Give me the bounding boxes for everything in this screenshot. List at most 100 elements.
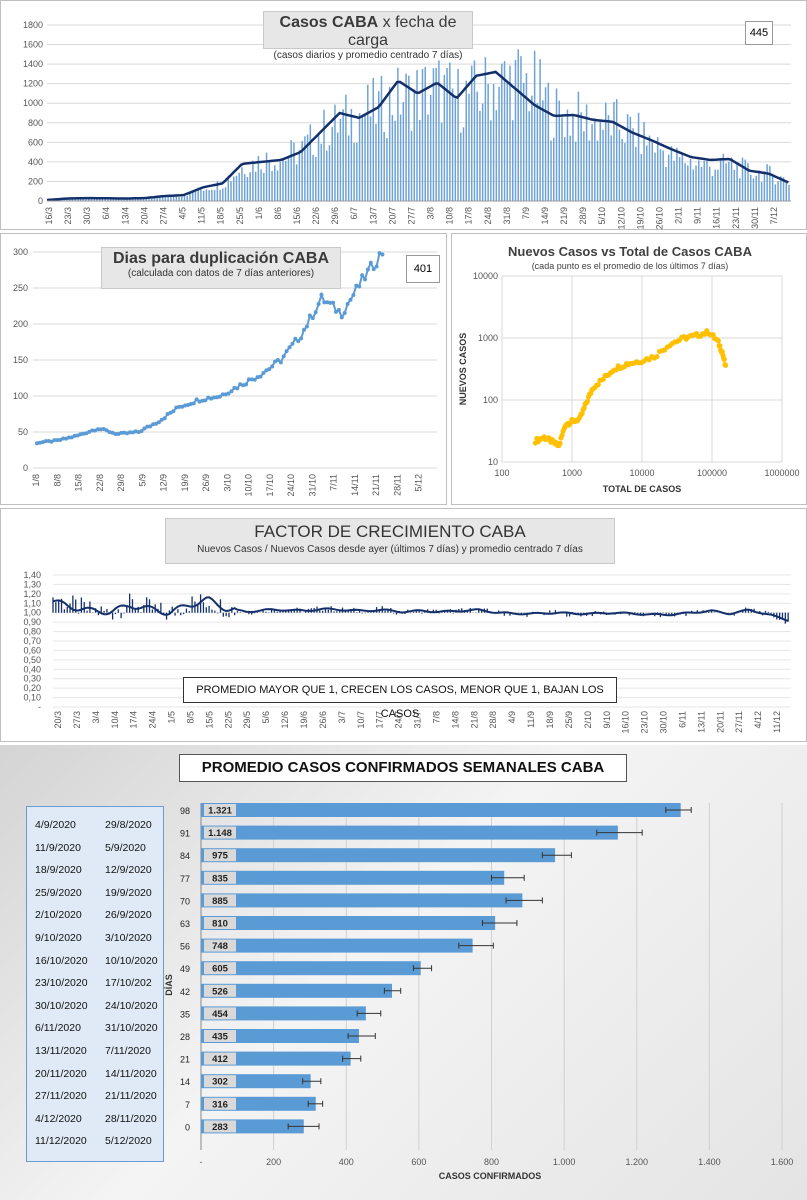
daily-bar <box>440 122 443 201</box>
x-tick-label: 30/3 <box>82 207 92 225</box>
x-tick-label: 1.200 <box>625 1157 648 1167</box>
daily-bar <box>618 129 621 201</box>
category-label: 98 <box>180 806 190 816</box>
y-tick-label: 1000 <box>23 98 43 108</box>
daily-bar <box>599 121 602 201</box>
daily-bar <box>123 199 126 201</box>
daily-bar <box>85 198 87 201</box>
value-label-bg <box>204 804 236 816</box>
daily-bar <box>101 198 104 201</box>
daily-bar <box>230 181 232 201</box>
daily-bar <box>481 103 484 201</box>
daily-cases-subtitle: (casos diarios y promedio centrado 7 día… <box>273 50 463 61</box>
value-label: 412 <box>212 1054 228 1065</box>
x-tick-label: 23/11 <box>731 207 741 229</box>
x-tick-label: 21/11 <box>371 474 381 496</box>
doubling-point <box>194 397 199 402</box>
doubling-days-subtitle: (calculada con datos de 7 días anteriore… <box>127 268 315 279</box>
y-tick-label: 0,60 <box>23 645 41 655</box>
week-end-date: 6/11/2020 <box>35 1022 81 1035</box>
value-label-bg <box>204 1007 236 1020</box>
doubling-point <box>267 367 272 372</box>
weekly-average-title: PROMEDIO CASOS CONFIRMADOS SEMANALES CAB… <box>179 754 627 782</box>
week-end-date: 20/11/2020 <box>35 1067 87 1080</box>
daily-bar <box>391 115 394 201</box>
daily-bar <box>57 199 60 201</box>
scatter-point <box>581 405 587 411</box>
daily-bar <box>402 102 405 201</box>
x-tick-label: 11/12 <box>772 711 782 733</box>
category-label: 14 <box>180 1077 190 1087</box>
doubling-point <box>148 424 153 429</box>
daily-bar <box>219 189 221 201</box>
x-tick-label: 100 <box>494 468 509 478</box>
daily-bar <box>235 175 238 201</box>
y-tick-label: 0,40 <box>23 664 41 674</box>
daily-bar <box>446 67 448 201</box>
week-start-date: 19/9/2020 <box>105 886 152 899</box>
daily-bar <box>345 94 347 201</box>
category-label: 28 <box>180 1032 190 1042</box>
daily-bar <box>96 198 98 201</box>
daily-bar <box>703 160 705 201</box>
category-label: 49 <box>180 964 190 974</box>
x-tick-label: 17/8 <box>464 207 474 225</box>
daily-bar <box>241 167 243 201</box>
value-label: 283 <box>212 1122 228 1133</box>
x-tick-label: 15/6 <box>292 207 302 225</box>
daily-bar <box>284 160 287 201</box>
daily-bar <box>353 142 355 201</box>
doubling-point <box>243 382 248 387</box>
doubling-point <box>293 336 298 341</box>
x-tick-label: 1.000 <box>553 1157 576 1167</box>
daily-bar <box>689 158 692 201</box>
x-tick-label: 31/8 <box>502 207 512 225</box>
doubling-point <box>304 324 309 329</box>
value-label-bg <box>204 984 236 997</box>
daily-bar <box>320 143 323 201</box>
daily-bar <box>719 159 722 201</box>
x-tick-label: 17/4 <box>129 711 139 729</box>
y-tick-label: 150 <box>13 355 28 365</box>
x-tick-label: 10/10 <box>244 474 254 497</box>
doubling-days-title: Dias para duplicación CABA <box>112 250 330 267</box>
daily-bar <box>159 195 161 201</box>
category-label: 91 <box>180 829 190 839</box>
doubling-point <box>380 252 385 257</box>
daily-bar <box>268 161 271 201</box>
daily-bar <box>626 114 629 201</box>
daily-bar <box>416 70 418 201</box>
doubling-point <box>162 416 167 421</box>
daily-bar <box>148 197 150 201</box>
daily-bar <box>451 88 454 201</box>
doubling-point <box>333 309 338 314</box>
daily-bar <box>383 131 385 201</box>
doubling-point <box>127 430 132 435</box>
daily-bar <box>692 169 695 201</box>
daily-bar <box>197 187 199 201</box>
daily-bar <box>342 109 344 201</box>
daily-bar <box>304 136 306 201</box>
y-tick-label: 400 <box>28 157 43 167</box>
week-end-date: 4/12/2020 <box>35 1112 82 1125</box>
new-vs-total-plot: 100 1000 10000 100000 100000010100100010000T… <box>458 271 800 494</box>
x-tick-label: 17/7 <box>375 711 385 729</box>
daily-bar <box>334 104 336 201</box>
daily-bar <box>643 122 645 201</box>
x-tick-label: 23/3 <box>63 207 73 225</box>
daily-bar <box>134 199 137 201</box>
week-end-date: 30/10/2020 <box>35 999 88 1012</box>
doubling-point <box>226 391 231 396</box>
daily-bar <box>271 171 273 201</box>
value-label-bg <box>204 917 236 929</box>
doubling-point <box>339 315 344 320</box>
daily-bar <box>725 163 727 201</box>
value-label-bg <box>204 849 236 862</box>
daily-bar <box>470 65 473 201</box>
daily-bar <box>730 157 733 201</box>
daily-bar <box>624 143 626 201</box>
daily-bar <box>465 80 468 201</box>
category-label: 42 <box>180 987 190 997</box>
doubling-point <box>261 371 266 376</box>
daily-bar <box>531 95 533 201</box>
